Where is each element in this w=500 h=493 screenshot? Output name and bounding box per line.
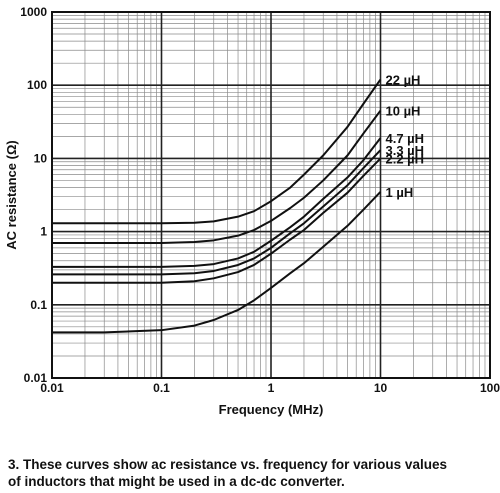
x-tick-label: 100 <box>480 381 500 395</box>
x-tick-label: 0.01 <box>40 381 64 395</box>
y-axis-label: AC resistance (Ω) <box>4 140 19 249</box>
axes: 0.01 0.1 1 10 100 0.01 0.1 1 10 100 1000 <box>20 5 500 395</box>
series-label: 4.7 µH <box>386 131 425 146</box>
y-tick-label: 1000 <box>20 5 47 19</box>
caption-line-1: 3. These curves show ac resistance vs. f… <box>8 457 447 472</box>
series-label: 2.2 µH <box>386 151 425 166</box>
caption-line-2: of inductors that might be used in a dc-… <box>8 474 345 489</box>
x-tick-label: 10 <box>374 381 388 395</box>
y-tick-label: 100 <box>27 78 47 92</box>
y-tick-label: 1 <box>40 225 47 239</box>
series-lines <box>52 78 382 334</box>
series-line <box>52 191 382 334</box>
y-tick-label: 0.1 <box>30 298 47 312</box>
series-line <box>52 109 382 244</box>
series-labels: 22 µH 10 µH 4.7 µH3.3 µH2.2 µH 1 µH <box>386 72 425 199</box>
series-line <box>52 157 382 284</box>
grid <box>51 11 491 379</box>
series-label: 10 µH <box>386 104 421 119</box>
series-line <box>52 149 382 276</box>
figure-caption: 3. These curves show ac resistance vs. f… <box>8 456 498 490</box>
series-line <box>52 137 382 268</box>
plot-frame <box>51 11 491 379</box>
series-label: 22 µH <box>386 72 421 87</box>
x-tick-label: 1 <box>268 381 275 395</box>
x-axis-label: Frequency (MHz) <box>219 402 324 417</box>
y-tick-label: 10 <box>34 151 48 165</box>
x-tick-label: 0.1 <box>153 381 170 395</box>
series-line <box>52 78 382 225</box>
series-label: 1 µH <box>386 185 414 200</box>
series-label: 3.3 µH <box>386 143 425 158</box>
y-tick-label: 0.01 <box>24 371 48 385</box>
